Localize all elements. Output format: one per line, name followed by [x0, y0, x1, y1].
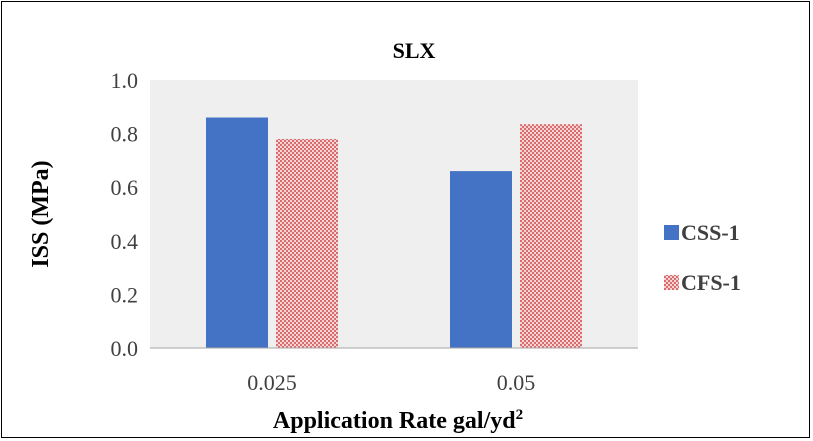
- bar-css-1-1: [450, 171, 512, 348]
- bars: [206, 117, 582, 349]
- x-axis-label: Application Rate gal/yd2: [273, 407, 523, 434]
- legend-swatch-css-1: [664, 225, 679, 240]
- bar-cfs-1-0: [276, 138, 338, 348]
- bar-css-1-0: [206, 117, 268, 349]
- x-tick-label: 0.05: [497, 370, 536, 395]
- x-tick-label: 0.025: [247, 370, 297, 395]
- y-axis-ticks: 0.0 0.2 0.4 0.6 0.8 1.0: [111, 68, 139, 361]
- legend: CSS-1 CFS-1: [664, 220, 741, 295]
- y-tick-label: 0.8: [111, 122, 139, 147]
- y-tick-label: 0.2: [111, 282, 139, 307]
- legend-label-cfs-1: CFS-1: [681, 270, 741, 295]
- x-axis-ticks: 0.025 0.05: [247, 370, 535, 395]
- y-tick-label: 0.6: [111, 175, 139, 200]
- chart-title: SLX: [393, 38, 436, 63]
- y-axis-label: ISS (MPa): [28, 160, 54, 267]
- y-tick-label: 0.4: [111, 229, 139, 254]
- x-axis-label-text: Application Rate gal/yd: [273, 408, 516, 434]
- y-tick-label: 0.0: [111, 336, 139, 361]
- legend-label-css-1: CSS-1: [681, 220, 740, 245]
- y-tick-label: 1.0: [111, 68, 139, 93]
- bar-cfs-1-1: [520, 124, 582, 348]
- legend-swatch-cfs-1: [664, 275, 679, 290]
- x-axis-label-superscript: 2: [516, 407, 524, 423]
